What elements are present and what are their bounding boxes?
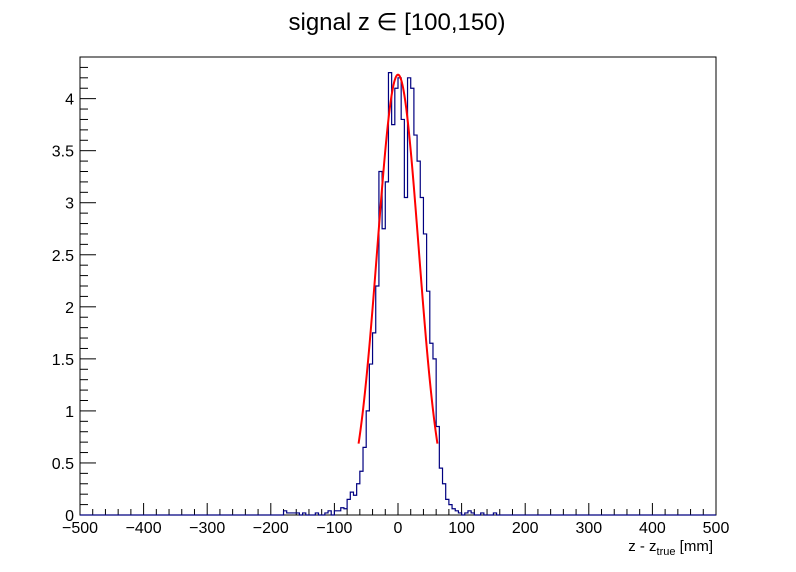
x-tick-label: 100 — [448, 520, 475, 537]
x-tick-label: 0 — [394, 520, 403, 537]
fit-curve — [357, 73, 439, 444]
plot-frame — [79, 56, 717, 516]
y-tick-label: 2 — [65, 300, 74, 317]
y-tick-label: 0.5 — [52, 456, 74, 473]
x-axis-title-main: z - z — [628, 538, 656, 555]
x-tick-label: −100 — [316, 520, 352, 537]
y-axis: 0 0.5 1 1.5 2 2.5 3 3.5 4 — [52, 56, 96, 525]
x-axis-title-unit: [mm] — [676, 538, 714, 555]
y-tick-label: 0 — [65, 508, 74, 525]
x-tick-label: −400 — [126, 520, 162, 537]
x-tick-label: 300 — [575, 520, 602, 537]
x-axis-title-subscript: true — [657, 546, 676, 558]
x-tick-label: 500 — [703, 520, 730, 537]
x-tick-label: 400 — [639, 520, 666, 537]
y-tick-label: 2.5 — [52, 248, 74, 265]
y-tick-label: 4 — [65, 92, 74, 109]
y-tick-label: 1 — [65, 404, 74, 421]
x-tick-label: 200 — [512, 520, 539, 537]
y-tick-label: 3.5 — [52, 144, 74, 161]
chart-title: signal z ∈ [100,150) — [288, 9, 505, 36]
y-tick-label: 1.5 — [52, 352, 74, 369]
y-tick-label: 3 — [65, 196, 74, 213]
x-tick-label: −300 — [189, 520, 225, 537]
x-axis-title: z - ztrue [mm] — [628, 538, 713, 558]
x-axis: −500 −400 −300 −200 −100 0 100 200 300 400 500 — [62, 503, 729, 537]
histogram-line — [80, 72, 716, 516]
x-tick-label: −200 — [253, 520, 289, 537]
x-tick-label: −500 — [62, 520, 98, 537]
